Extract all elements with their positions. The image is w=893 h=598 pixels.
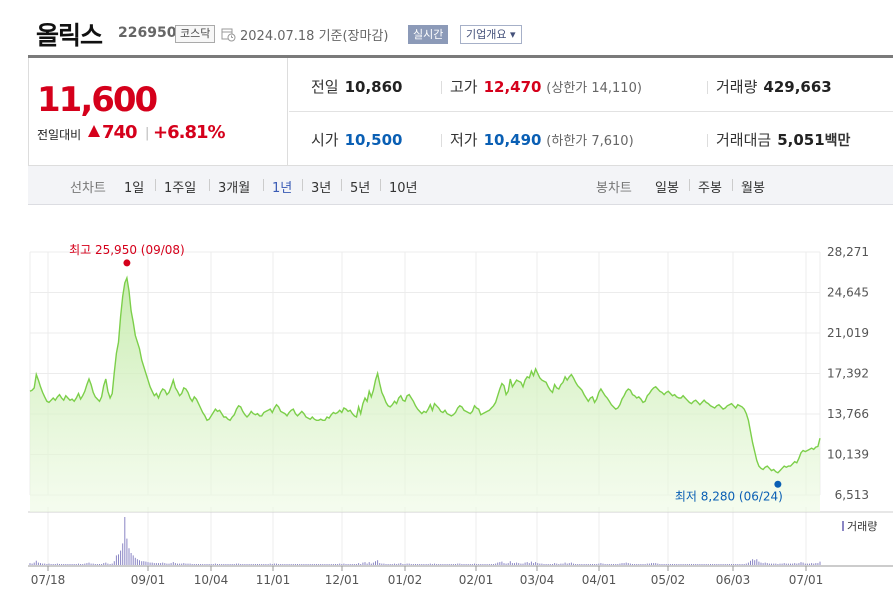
y-tick-label: 28,271 <box>827 245 869 259</box>
stat-label: 고가 <box>450 78 478 96</box>
stat-label: 저가 <box>450 131 478 149</box>
up-triangle-icon <box>88 125 100 137</box>
period-separator <box>341 179 342 191</box>
stat-value: 10,490 <box>483 131 542 149</box>
period-separator <box>263 179 264 191</box>
volume-bars: 거래량 <box>29 517 877 565</box>
y-axis-ticks: 28,271 24,645 21,019 17,392 13,766 10,139 6,51… <box>827 245 869 502</box>
stat-high: 고가 12,470 (상한가 14,110) <box>441 76 642 96</box>
max-point-marker <box>123 259 131 267</box>
x-tick-label: 02/01 <box>459 573 494 587</box>
quote-panel: 11,600 전일대비 740 | +6.81% 전일 10,860 고가 12,4… <box>28 58 893 166</box>
stat-label: 거래대금 <box>716 131 772 149</box>
stat-value: 10,860 <box>344 78 403 96</box>
period-separator <box>380 179 381 191</box>
x-tick-label: 04/01 <box>582 573 617 587</box>
stat-unit: 백만 <box>824 133 851 149</box>
x-tick-label: 07/01 <box>789 573 824 587</box>
period-3y-button[interactable]: 3년 <box>311 177 331 196</box>
change-value: 740 <box>102 122 138 143</box>
period-separator <box>209 179 210 191</box>
y-tick-label: 13,766 <box>827 407 869 421</box>
volume-legend-swatch <box>842 521 844 531</box>
price-chart: 28,271 24,645 21,019 17,392 13,766 10,139 6,51… <box>28 243 893 587</box>
period-1d-button[interactable]: 1일 <box>124 177 144 196</box>
stock-code: 226950 <box>118 25 177 41</box>
candle-daily-button[interactable]: 일봉 <box>655 177 679 196</box>
stat-value: 12,470 <box>483 78 542 96</box>
change-separator: | <box>145 126 150 141</box>
chart-period-bar: 선차트 1일 1주일 3개월 1년 3년 5년 10년 봉차트 일봉 주봉 월봉 <box>28 166 893 205</box>
period-3m-button[interactable]: 3개월 <box>218 177 250 196</box>
x-tick-label: 03/04 <box>520 573 555 587</box>
y-tick-label: 21,019 <box>827 326 869 340</box>
stat-label: 시가 <box>311 131 339 149</box>
stock-title-row: 올릭스 226950 코스닥 2024.07.18 기준(장마감) 실시간 기업… <box>0 0 893 55</box>
period-1y-button[interactable]: 1년 <box>272 177 292 196</box>
quote-stats: 전일 10,860 고가 12,470 (상한가 14,110) 거래량 429,66… <box>289 58 893 166</box>
stock-name: 올릭스 <box>36 21 103 50</box>
period-5y-button[interactable]: 5년 <box>350 177 370 196</box>
calendar-clock-icon <box>221 28 236 42</box>
candle-weekly-button[interactable]: 주봉 <box>698 177 722 196</box>
stat-label: 거래량 <box>716 78 758 96</box>
realtime-button[interactable]: 실시간 <box>408 25 449 44</box>
volume-legend-label: 거래량 <box>847 520 877 533</box>
change-rate: +6.81% <box>153 122 226 143</box>
stat-separator <box>441 134 442 147</box>
period-separator <box>302 179 303 191</box>
y-tick-label: 10,139 <box>827 448 869 462</box>
candle-chart-label: 봉차트 <box>596 181 632 196</box>
stat-value: 429,663 <box>763 78 832 96</box>
stat-value: 5,051 <box>777 131 825 149</box>
period-1w-button[interactable]: 1주일 <box>164 177 196 196</box>
base-date: 2024.07.18 기준(장마감) <box>240 29 389 44</box>
min-annotation-label: 최저 8,280 (06/24) <box>675 489 783 503</box>
x-tick-label: 01/02 <box>388 573 423 587</box>
stat-low: 저가 10,490 (하한가 7,610) <box>441 129 634 149</box>
stat-label: 전일 <box>311 78 339 96</box>
header-divider <box>28 55 893 58</box>
stat-separator <box>707 81 708 94</box>
price-line <box>29 275 821 474</box>
lower-limit: (하한가 7,610) <box>546 134 634 149</box>
company-overview-dropdown[interactable]: 기업개요 ▾ <box>460 25 522 44</box>
x-tick-label: 10/04 <box>194 573 229 587</box>
x-tick-label: 12/01 <box>325 573 360 587</box>
x-tick-label: 11/01 <box>256 573 291 587</box>
stats-divider <box>289 111 893 112</box>
max-annotation-label: 최고 25,950 (09/08) <box>69 243 185 257</box>
stat-prev-close: 전일 10,860 <box>311 76 403 96</box>
current-price: 11,600 <box>37 80 158 120</box>
stat-separator <box>707 134 708 147</box>
period-separator <box>155 179 156 191</box>
change-label: 전일대비 <box>37 128 82 142</box>
period-separator <box>689 179 690 191</box>
price-area-layer <box>29 275 821 512</box>
x-tick-label: 06/03 <box>716 573 751 587</box>
annotations: 최고 25,950 (09/08) 최저 8,280 (06/24) <box>69 243 783 503</box>
y-tick-label: 6,513 <box>835 488 869 502</box>
stat-amount: 거래대금 5,051백만 <box>707 129 850 149</box>
x-tick-label: 05/02 <box>651 573 686 587</box>
period-10y-button[interactable]: 10년 <box>389 177 418 196</box>
y-tick-label: 24,645 <box>827 286 869 300</box>
price-area-fill <box>30 277 820 512</box>
stat-open: 시가 10,500 <box>311 129 403 149</box>
x-tick-label: 07/18 <box>31 573 66 587</box>
x-tick-label: 09/01 <box>131 573 166 587</box>
price-box: 11,600 전일대비 740 | +6.81% <box>28 58 288 166</box>
candle-monthly-button[interactable]: 월봉 <box>741 177 765 196</box>
stat-volume: 거래량 429,663 <box>707 76 832 96</box>
stat-value: 10,500 <box>344 131 403 149</box>
line-chart-label: 선차트 <box>70 181 106 196</box>
upper-limit: (상한가 14,110) <box>546 81 642 96</box>
y-tick-label: 17,392 <box>827 367 869 381</box>
min-point-marker <box>774 480 782 488</box>
market-badge: 코스닥 <box>175 25 216 43</box>
stat-separator <box>441 81 442 94</box>
period-separator <box>732 179 733 191</box>
x-axis-ticks: 07/18 09/01 10/04 11/01 12/01 01/02 02/01 03/04… <box>31 566 824 587</box>
